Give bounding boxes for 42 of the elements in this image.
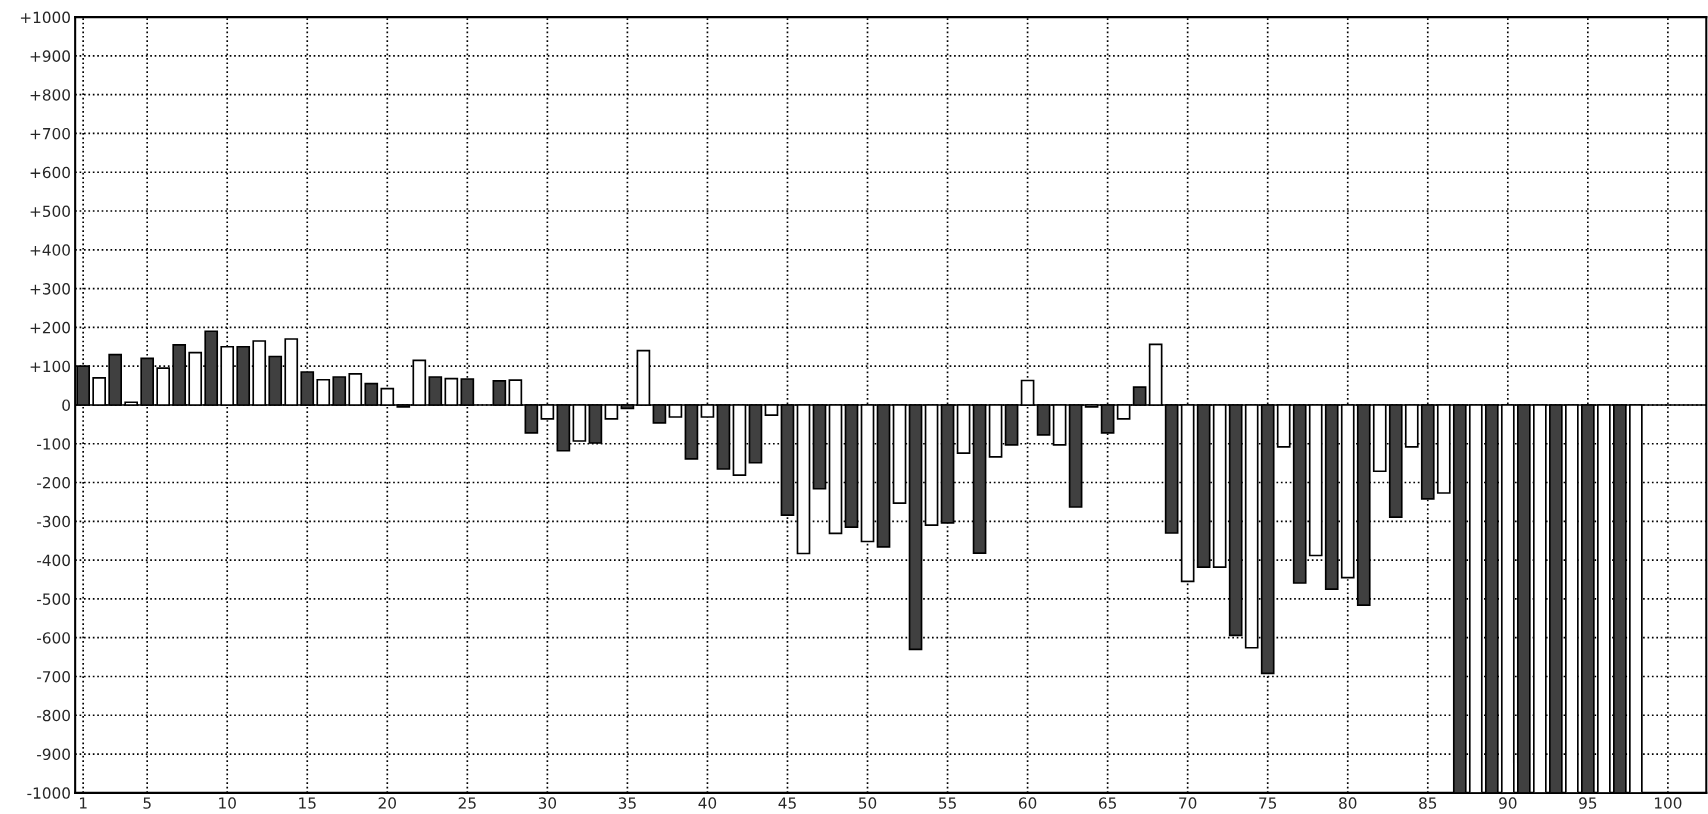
y-tick-label: -400	[37, 554, 70, 567]
x-tick-label: 50	[858, 797, 877, 809]
x-tick-label: 5	[143, 797, 151, 809]
x-tick-label: 55	[939, 797, 956, 809]
x-tick-label: 90	[1499, 797, 1517, 809]
x-tick-label: 35	[618, 797, 636, 809]
x-tick-label: 95	[1579, 797, 1597, 809]
x-tick-label: 80	[1339, 797, 1357, 809]
y-tick-label: +300	[30, 283, 70, 295]
y-tick-label: -700	[37, 670, 70, 683]
y-tick-label: +700	[30, 127, 70, 140]
y-tick-label: -600	[37, 632, 70, 644]
x-tick-label: 30	[538, 797, 557, 809]
x-tick-label: 40	[698, 797, 717, 809]
y-tick-label: -300	[37, 515, 70, 528]
y-tick-label: 0	[62, 399, 70, 411]
x-tick-label: 70	[1179, 797, 1197, 809]
x-tick-label: 60	[1018, 797, 1037, 809]
x-tick-label: 15	[299, 797, 316, 809]
x-tick-label: 25	[458, 797, 476, 809]
x-tick-label: 85	[1419, 797, 1437, 809]
x-tick-label: 20	[378, 797, 396, 809]
y-tick-label: +100	[30, 360, 70, 373]
y-tick-label: +200	[30, 321, 70, 334]
y-tick-label: +400	[30, 244, 70, 256]
y-tick-label: -200	[37, 477, 70, 489]
y-tick-label: -500	[37, 593, 70, 605]
y-tick-label: +600	[30, 166, 70, 179]
x-tick-label: 45	[778, 797, 796, 809]
x-tick-label: 65	[1098, 797, 1117, 809]
y-tick-label: -800	[37, 709, 70, 722]
y-tick-label: -1000	[27, 787, 70, 799]
y-tick-label: +1000	[20, 11, 70, 24]
y-tick-label: +500	[30, 205, 70, 218]
x-tick-label: 100	[1654, 797, 1682, 809]
y-tick-label: -100	[37, 438, 70, 450]
y-tick-label: +800	[30, 89, 70, 101]
x-tick-label: 10	[219, 797, 236, 809]
x-tick-label: 1	[79, 797, 87, 809]
x-tick-label: 75	[1259, 797, 1277, 809]
y-tick-label: +900	[30, 50, 70, 62]
y-tick-label: -900	[37, 748, 70, 761]
